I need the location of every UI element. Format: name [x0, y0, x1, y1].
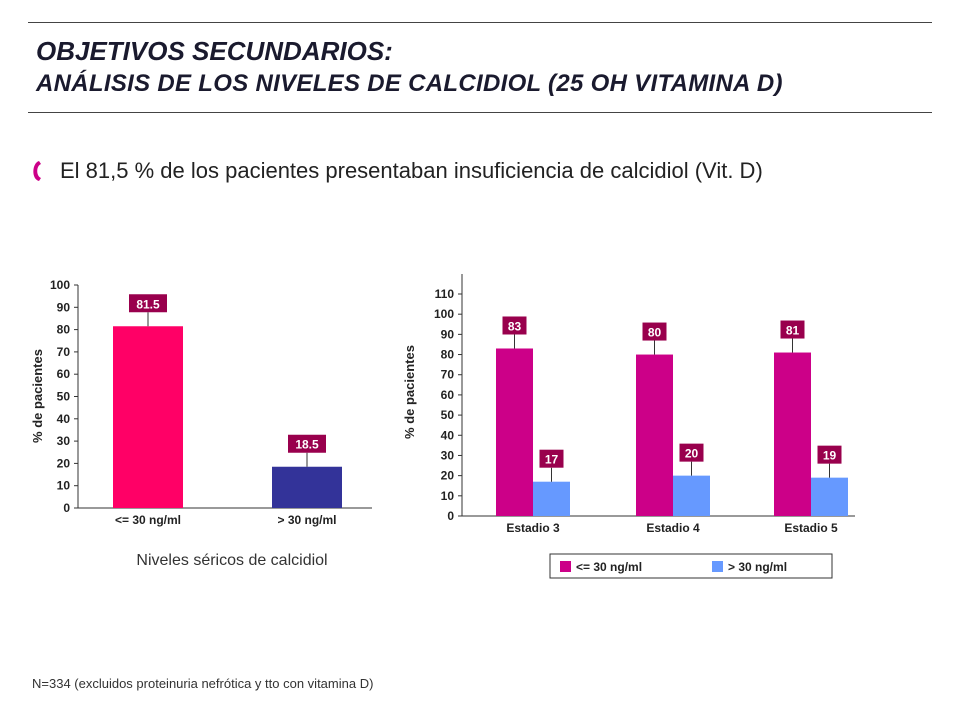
data-label: 18.5 — [295, 438, 319, 452]
page-subtitle: ANÁLISIS DE LOS NIVELES DE CALCIDIOL (25… — [36, 70, 783, 97]
y-tick-label: 20 — [57, 456, 71, 470]
y-tick-label: 70 — [441, 368, 455, 382]
y-tick-label: 0 — [447, 509, 454, 523]
data-label-box — [679, 443, 704, 462]
y-tick-label: 60 — [441, 388, 455, 402]
data-label: 17 — [545, 453, 559, 467]
bar — [673, 475, 710, 516]
y-tick-label: 40 — [57, 412, 71, 426]
y-tick-label: 110 — [435, 287, 455, 301]
y-tick-label: 40 — [441, 428, 455, 442]
bullet-text: El 81,5 % de los pacientes presentaban i… — [60, 158, 763, 183]
bar — [636, 354, 673, 516]
footnote: N=334 (excluidos proteinuria nefrótica y… — [32, 676, 374, 691]
legend-box — [549, 553, 833, 579]
data-label-box — [642, 322, 667, 341]
legend-swatch — [712, 561, 723, 572]
y-tick-label: 80 — [441, 348, 455, 362]
x-tick-label: Estadio 4 — [646, 521, 700, 535]
y-axis-label: % de pacientes — [30, 349, 45, 443]
y-tick-label: 20 — [441, 469, 455, 483]
y-tick-label: 70 — [57, 345, 71, 359]
data-label-box — [502, 316, 527, 335]
bar — [533, 481, 570, 516]
y-tick-label: 30 — [57, 434, 71, 448]
y-tick-label: 0 — [63, 501, 70, 515]
bar — [811, 477, 848, 516]
bar — [496, 348, 533, 516]
data-label: 19 — [823, 449, 837, 463]
bar — [113, 326, 183, 508]
y-axis-label: % de pacientes — [402, 345, 417, 439]
y-tick-label: 30 — [441, 448, 455, 462]
data-label-box — [780, 320, 805, 339]
y-tick-label: 60 — [57, 367, 71, 381]
x-tick-label: Estadio 3 — [506, 521, 560, 535]
x-tick-label: > 30 ng/ml — [277, 513, 336, 527]
data-label: 81.5 — [136, 297, 160, 311]
legend-label: <= 30 ng/ml — [576, 560, 642, 574]
bar — [774, 352, 811, 516]
y-tick-label: 10 — [441, 489, 455, 503]
y-tick-label: 90 — [441, 327, 455, 341]
data-label-box — [539, 449, 564, 468]
top-rule — [28, 22, 932, 23]
page-title: OBJETIVOS SECUNDARIOS: — [36, 36, 393, 66]
data-label: 20 — [685, 447, 699, 461]
chart1-caption: Niveles séricos de calcidiol — [136, 552, 328, 569]
y-tick-label: 50 — [441, 408, 455, 422]
crescent-bullet-icon — [33, 161, 41, 181]
bullet-point: El 81,5 % de los pacientes presentaban i… — [30, 158, 763, 184]
x-tick-label: <= 30 ng/ml — [115, 513, 181, 527]
y-tick-label: 10 — [57, 479, 71, 493]
y-tick-label: 100 — [50, 278, 70, 292]
chart-calcidiol-overall: 0 10 20 30 40 50 60 70 80 90 100 % de pacientes 81.5… — [30, 278, 372, 527]
data-label: 80 — [648, 326, 662, 340]
y-tick-label: 80 — [57, 323, 71, 337]
legend-label: > 30 ng/ml — [728, 560, 787, 574]
data-label: 81 — [786, 324, 800, 338]
y-tick-label: 50 — [57, 390, 71, 404]
y-tick-label: 100 — [434, 307, 454, 321]
data-label-box — [129, 294, 167, 313]
title-rule — [28, 112, 932, 113]
data-label-box — [817, 445, 842, 464]
chart-calcidiol-by-stage: 0 10 20 30 40 50 60 70 80 90 100 110 % de pacientes 8… — [402, 274, 855, 579]
data-label: 83 — [508, 319, 522, 333]
legend-swatch — [560, 561, 571, 572]
x-tick-label: Estadio 5 — [784, 521, 838, 535]
data-label-box — [288, 434, 326, 453]
bar — [272, 466, 342, 508]
y-tick-label: 90 — [57, 300, 71, 314]
